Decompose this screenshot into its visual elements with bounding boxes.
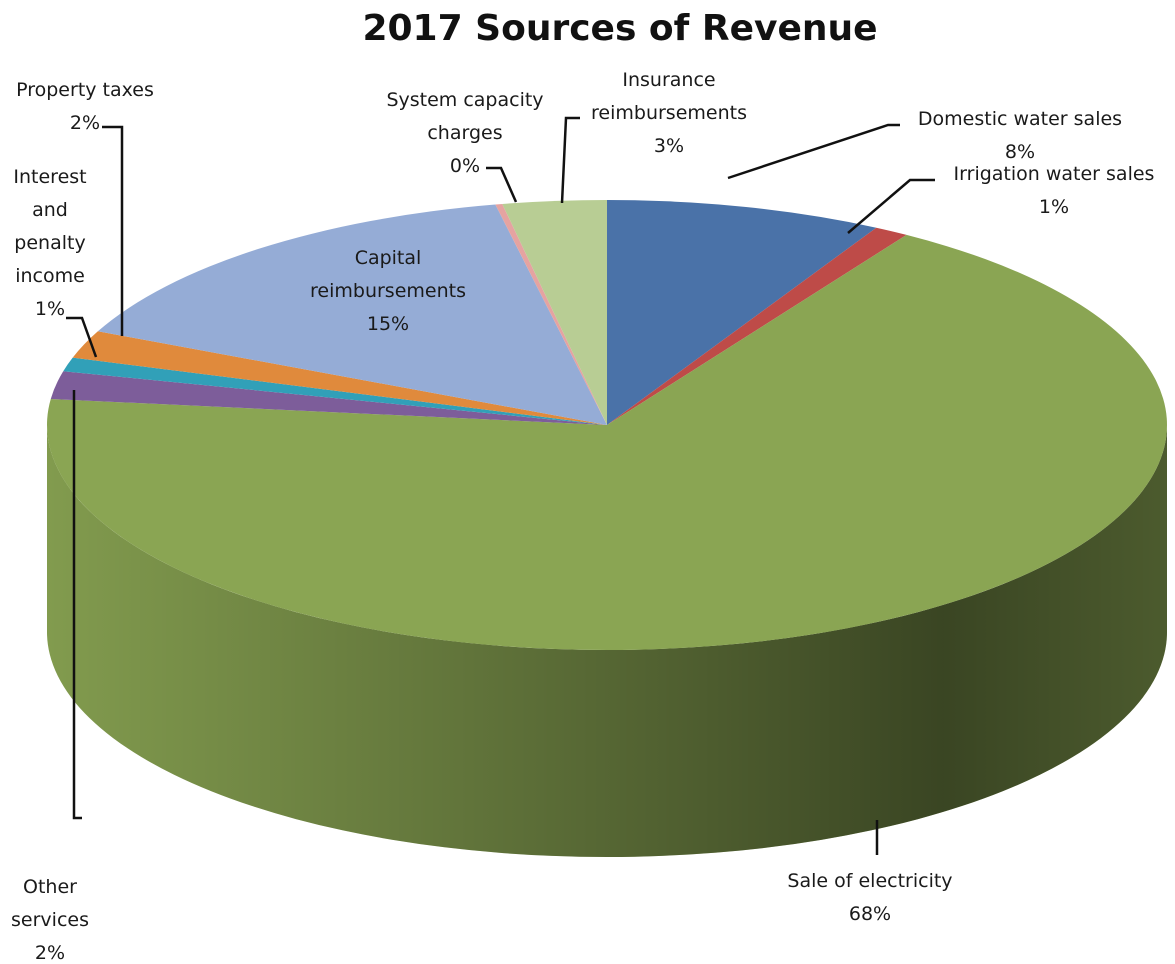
data-label-property-taxes-percent: 2% [70, 112, 100, 134]
data-label-domestic-water-sales-percent: 8% [1005, 141, 1035, 163]
data-label-system-capacity-charges: System capacity [386, 89, 543, 111]
data-label-capital-reimbursements-line2: reimbursements [310, 280, 466, 302]
pie-slice-insurance-reimbursements [502, 200, 607, 425]
data-label-insurance-reimbursements-line2: reimbursements [591, 102, 747, 124]
data-label-irrigation-water-sales: Irrigation water sales [954, 163, 1155, 185]
data-label-insurance-reimbursements-percent: 3% [654, 135, 684, 157]
data-label-insurance-reimbursements: Insurance [622, 69, 715, 91]
data-label-irrigation-water-sales-percent: 1% [1039, 196, 1069, 218]
pie-slice-property-taxes [72, 331, 607, 425]
leader-line-irrigation-water-sales [847, 178, 935, 234]
leader-line-interest-and-penalty-income [66, 316, 98, 358]
pie-slice-other-services [50, 371, 607, 425]
pie-slice-domestic-water-sales [607, 200, 877, 425]
data-label-interest-and-penalty-income: Interest [13, 166, 86, 188]
data-label-other-services-percent: 2% [35, 942, 65, 964]
data-label-other-services: Other [23, 876, 77, 898]
pie-side-sale-of-electricity [47, 425, 1167, 857]
leader-line-system-capacity-charges [486, 166, 518, 203]
pie-slice-system-capacity-charges [495, 203, 607, 425]
leader-line-property-taxes [102, 125, 124, 336]
data-label-property-taxes: Property taxes [16, 79, 154, 101]
leader-line-other-services [72, 390, 82, 820]
pie-slice-capital-reimbursements [97, 204, 607, 425]
data-label-sale-of-electricity-percent: 68% [849, 903, 891, 925]
data-label-other-services-line2: services [11, 909, 89, 931]
data-label-capital-reimbursements-percent: 15% [367, 313, 409, 335]
data-label-sale-of-electricity: Sale of electricity [787, 870, 952, 892]
chart-title: 2017 Sources of Revenue [362, 8, 877, 49]
leader-line-domestic-water-sales [727, 123, 900, 180]
data-label-interest-and-penalty-income-line3: penalty [14, 232, 85, 254]
pie-slice-sale-of-electricity [47, 234, 1168, 650]
data-label-system-capacity-charges-percent: 0% [450, 155, 480, 177]
data-label-interest-and-penalty-income-line4: income [15, 265, 85, 287]
data-label-interest-and-penalty-income-line2: and [32, 199, 68, 221]
data-label-domestic-water-sales: Domestic water sales [918, 108, 1122, 130]
data-label-interest-and-penalty-income-percent: 1% [35, 298, 65, 320]
data-label-capital-reimbursements: Capital [355, 247, 422, 269]
pie-slice-irrigation-water-sales [607, 227, 907, 425]
data-label-system-capacity-charges-line2: charges [427, 122, 502, 144]
pie-slice-interest-and-penalty-income [63, 357, 607, 425]
leader-line-insurance-reimbursements [560, 116, 580, 204]
